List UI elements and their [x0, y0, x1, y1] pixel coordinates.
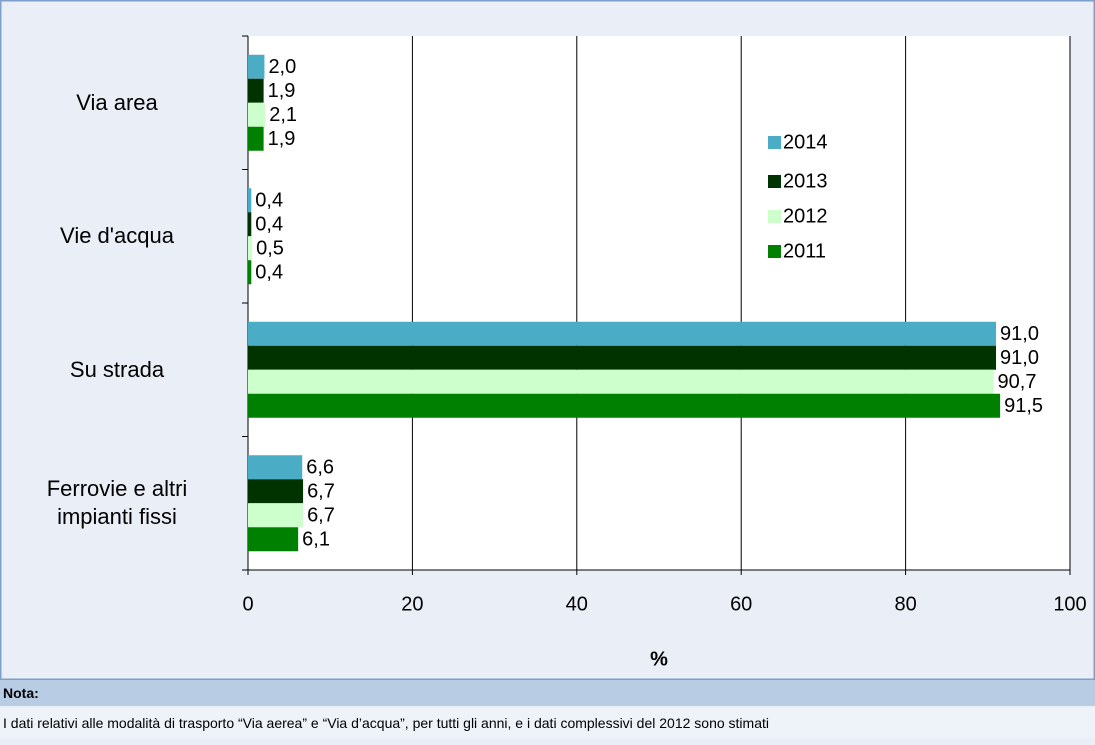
- bar: [248, 345, 997, 370]
- y-tick-label: Ferrovie e altri impianti fissi: [46, 476, 188, 530]
- bar: [248, 102, 266, 127]
- data-label: 1,9: [268, 128, 296, 150]
- data-label: 90,7: [998, 371, 1037, 393]
- data-label: 91,0: [1000, 323, 1039, 345]
- x-tick-label: 100: [1053, 593, 1086, 615]
- bar: [248, 503, 304, 528]
- x-tick-label: 60: [730, 593, 752, 615]
- bar: [248, 212, 252, 237]
- bar: [248, 479, 304, 504]
- bar: [248, 78, 264, 103]
- data-label: 6,6: [306, 457, 334, 479]
- data-label: 2,0: [268, 56, 296, 78]
- data-label: 6,7: [307, 481, 335, 503]
- legend-swatch: [768, 245, 781, 258]
- data-label: 91,5: [1004, 395, 1043, 417]
- y-tick-label: Su strada: [69, 356, 165, 382]
- x-tick-label: 40: [566, 593, 588, 615]
- bar: [248, 236, 253, 261]
- bar: [248, 527, 299, 552]
- data-label: 6,1: [302, 529, 330, 551]
- y-tick-label: Via area: [76, 89, 158, 115]
- data-label: 91,0: [1000, 347, 1039, 369]
- legend-swatch: [768, 175, 781, 188]
- note-title: Nota:: [0, 680, 1095, 706]
- bar: [248, 188, 252, 213]
- legend-swatch: [768, 210, 781, 223]
- bar: [248, 393, 1001, 418]
- data-label: 0,4: [255, 262, 283, 284]
- data-label: 0,5: [256, 238, 284, 260]
- bar: [248, 321, 997, 346]
- x-tick-label: 20: [401, 593, 423, 615]
- note: I dati relativi alle modalità di traspor…: [0, 708, 1095, 738]
- data-label: 6,7: [307, 505, 335, 527]
- plot-area: [248, 36, 1070, 570]
- data-label: 1,9: [268, 80, 296, 102]
- legend-label: 2011: [783, 240, 826, 262]
- bar: [248, 54, 265, 79]
- legend-swatch: [768, 136, 781, 149]
- bar: [248, 260, 252, 285]
- bar: [248, 369, 994, 394]
- x-tick-label: 0: [242, 593, 253, 615]
- legend-label: 2014: [783, 131, 828, 153]
- legend-label: 2012: [783, 205, 828, 227]
- x-axis-label: %: [650, 648, 668, 670]
- legend-label: 2013: [783, 170, 828, 192]
- bar: [248, 455, 303, 480]
- bar: [248, 126, 264, 151]
- y-tick-label: Vie d'acqua: [60, 223, 174, 249]
- data-label: 2,1: [269, 104, 297, 126]
- data-label: 0,4: [255, 190, 283, 212]
- data-label: 0,4: [255, 214, 283, 236]
- chart: % 0 20 40 60 80 1002,01,92,11,90,40,40,50,491…: [0, 0, 1095, 680]
- x-tick-label: 80: [894, 593, 916, 615]
